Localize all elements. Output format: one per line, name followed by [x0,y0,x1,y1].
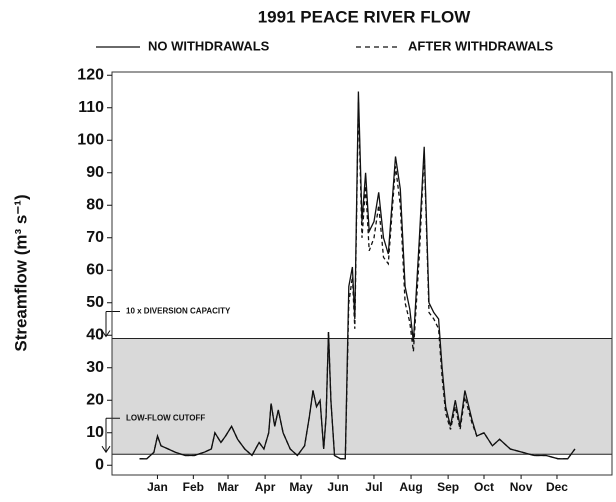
y-tick-label: 50 [86,294,104,311]
y-tick-label: 80 [86,196,104,213]
y-tick-label: 40 [86,326,104,343]
reference-band [112,338,612,455]
x-tick-label: Dec [546,480,568,494]
y-tick-label: 120 [77,66,104,83]
annotation: 10 x DIVERSION CAPACITY [126,307,231,316]
x-tick-label: May [289,480,313,494]
x-tick-label: Sep [437,480,459,494]
x-tick-label: Oct [474,480,494,494]
y-tick-label: 20 [86,391,104,408]
annotation-arrow [101,417,120,454]
annotation-arrow [101,311,120,338]
y-tick-label: 110 [78,99,104,116]
y-tick-label: 30 [86,359,104,376]
chart-title: 1991 PEACE RIVER FLOW [258,7,472,26]
x-tick-label: Jun [327,480,348,494]
y-tick-label: 70 [86,229,104,246]
y-tick-label: 90 [86,164,104,181]
series-line [139,101,576,460]
x-tick-label: Nov [510,480,533,494]
x-tick-label: Jan [147,480,168,494]
legend-label: NO WITHDRAWALS [148,38,270,53]
y-tick-label: 10 [86,424,104,441]
legend-label: AFTER WITHDRAWALS [408,38,553,53]
y-tick-label: 100 [77,131,104,148]
annotation: LOW-FLOW CUTOFF [126,413,205,422]
x-tick-label: Feb [183,480,204,494]
x-tick-label: Aug [399,480,422,494]
plot-frame [111,71,613,476]
y-tick-label: 0 [95,456,104,473]
x-tick-label: Apr [255,480,276,494]
y-tick-label: 60 [86,261,104,278]
x-tick-label: Jul [365,480,382,494]
x-tick-label: Mar [217,480,239,494]
y-axis-label: Streamflow (m³ s⁻¹) [11,194,30,351]
